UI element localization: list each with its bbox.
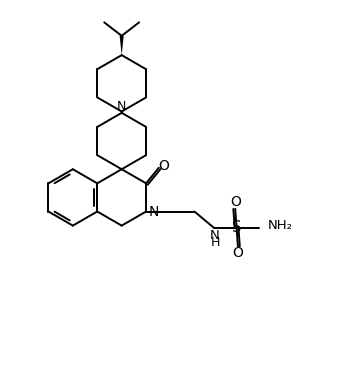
Text: N: N	[149, 205, 159, 219]
Text: N: N	[117, 100, 126, 113]
Text: O: O	[233, 246, 243, 260]
Text: S: S	[232, 220, 241, 235]
Text: N: N	[210, 229, 220, 242]
Polygon shape	[120, 36, 124, 55]
Text: NH₂: NH₂	[268, 219, 293, 232]
Text: H: H	[210, 236, 220, 249]
Text: O: O	[158, 159, 169, 173]
Text: O: O	[230, 195, 241, 209]
Polygon shape	[120, 112, 124, 113]
